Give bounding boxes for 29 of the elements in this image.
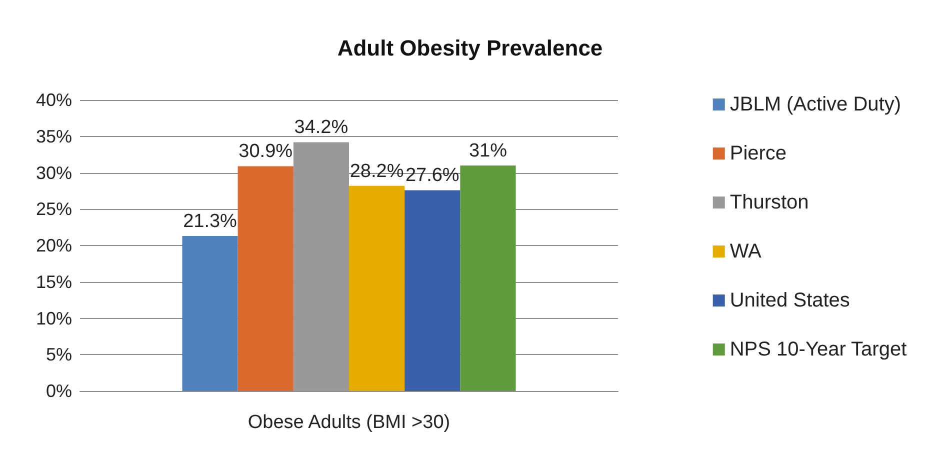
bar [349,186,405,391]
legend-label: JBLM (Active Duty) [730,94,902,116]
legend-label: Thurston [730,192,809,214]
y-tick-label: 35% [36,126,72,146]
y-tick-label: 10% [36,308,72,328]
legend-label: United States [730,290,850,312]
data-label: 30.9% [238,141,293,162]
data-label: 21.3% [183,211,238,232]
bar [404,190,460,391]
y-tick-label: 25% [36,199,72,220]
y-tick-label: 15% [36,272,72,292]
legend-label: Pierce [730,142,787,164]
legend-label: WA [730,240,762,262]
x-tick-label: Obese Adults (BMI >30) [248,412,450,433]
bar [293,142,349,391]
data-label: 31% [468,140,508,162]
data-label: 34.2% [294,117,348,138]
y-tick-label: 0% [46,381,72,401]
data-label: 28.2% [350,160,404,182]
bar [182,236,238,391]
y-tick-label: 30% [36,162,72,183]
y-tick-label: 20% [36,236,72,256]
bar [238,166,294,391]
chart-title: Adult Obesity Prevalence [337,36,603,60]
data-label: 27.6% [405,165,460,186]
legend-label: NPS 10-Year Target [730,338,908,360]
bar [460,165,516,391]
y-tick-label: 5% [46,344,72,365]
y-tick-label: 40% [36,90,72,110]
